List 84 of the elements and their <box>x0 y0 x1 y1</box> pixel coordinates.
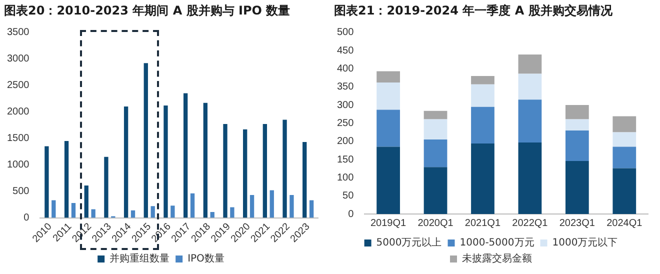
bar <box>565 119 589 130</box>
bar <box>91 209 96 218</box>
y-tick-label: 500 <box>12 186 30 198</box>
bar <box>71 202 76 218</box>
y-tick-label: 0 <box>348 208 354 220</box>
bar <box>309 200 314 218</box>
y-tick-label: 1000 <box>6 160 30 171</box>
bar <box>612 146 636 168</box>
bar <box>230 207 234 218</box>
bar <box>130 210 136 218</box>
legend-label: 并购重组数量 <box>110 252 170 265</box>
legend-label: 未披露交易金额 <box>462 252 532 265</box>
bar <box>290 195 294 218</box>
bar <box>44 146 49 218</box>
bar <box>104 156 108 218</box>
bar <box>124 106 128 218</box>
bar <box>424 110 448 120</box>
y-tick-label: 2000 <box>6 106 30 118</box>
bar <box>471 84 494 107</box>
bar <box>471 106 494 144</box>
bar <box>518 100 542 142</box>
y-tick-label: 250 <box>336 118 354 129</box>
bar <box>52 200 56 218</box>
bar <box>518 142 542 214</box>
x-tick-label: 2022Q1 <box>512 218 548 229</box>
y-tick-label: 1500 <box>6 133 30 144</box>
bar <box>376 71 400 83</box>
bar <box>183 93 188 218</box>
y-tick-label: 100 <box>336 172 354 184</box>
bar <box>565 105 589 120</box>
bar <box>150 206 155 218</box>
bar <box>424 167 448 214</box>
bar <box>518 74 542 100</box>
bar <box>270 190 274 218</box>
y-tick-label: 2500 <box>6 80 30 92</box>
bar <box>612 116 636 132</box>
bar <box>471 76 494 84</box>
x-tick-label: 2021Q1 <box>464 218 501 229</box>
y-tick-label: 450 <box>336 45 354 56</box>
bar <box>612 168 636 214</box>
y-tick-label: 3000 <box>6 54 30 65</box>
x-tick-label: 2020Q1 <box>418 218 454 229</box>
bar <box>376 146 400 214</box>
y-tick-label: 3500 <box>6 27 30 38</box>
legend-label: 1000-5000万元 <box>460 238 534 249</box>
x-tick-label: 2024Q1 <box>606 218 643 229</box>
bar <box>164 105 168 218</box>
bar <box>144 63 148 218</box>
bar <box>262 124 268 218</box>
y-tick-label: 300 <box>336 100 354 111</box>
bar <box>302 142 307 218</box>
y-tick-label: 200 <box>336 136 354 148</box>
bar <box>376 110 400 147</box>
bar <box>565 160 589 214</box>
bar <box>424 140 448 168</box>
y-tick-label: 350 <box>336 82 354 93</box>
bar <box>376 82 400 110</box>
bar <box>190 193 195 218</box>
y-tick-label: 400 <box>336 63 354 74</box>
chart-title: 图表20：2010-2023 年期间 A 股并购与 IPO 数量 <box>4 3 290 18</box>
bar <box>84 185 88 218</box>
bar <box>612 132 636 147</box>
x-tick-label: 2019Q1 <box>370 218 407 229</box>
bar <box>170 206 175 218</box>
bar <box>223 124 228 218</box>
bar <box>565 130 589 161</box>
bar <box>471 144 494 214</box>
bar <box>64 140 69 218</box>
y-tick-label: 500 <box>336 27 354 38</box>
x-tick-label: 2023Q1 <box>559 218 596 229</box>
bar <box>282 120 287 218</box>
y-tick-label: 150 <box>336 154 354 166</box>
y-tick-label: 0 <box>24 212 30 224</box>
legend-label: IPO数量 <box>188 254 224 265</box>
y-tick-label: 50 <box>342 190 354 202</box>
bar <box>250 195 254 218</box>
bar <box>424 119 448 140</box>
chart-title: 图表21：2019-2024 年一季度 A 股并购交易情况 <box>334 3 614 18</box>
bar <box>203 102 208 218</box>
bar <box>243 129 248 218</box>
legend-label: 5000万元以上 <box>376 236 442 249</box>
bar <box>518 54 542 74</box>
bar <box>210 212 214 218</box>
legend-label: 1000万元以下 <box>552 236 618 249</box>
